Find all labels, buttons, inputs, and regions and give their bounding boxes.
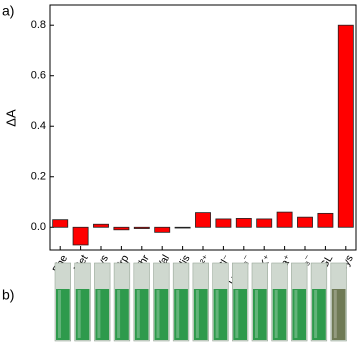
vial-highlight — [274, 290, 278, 338]
vial-liquid — [233, 289, 247, 340]
vial-liquid — [331, 289, 346, 340]
vial-highlight — [333, 290, 337, 338]
bar — [256, 218, 273, 228]
vial-liquid — [174, 289, 188, 340]
y-tick-label: 0.8 — [31, 19, 46, 31]
vial-highlight — [176, 290, 180, 338]
vial-liquid — [253, 289, 267, 340]
vial-liquid — [56, 289, 70, 340]
vial-highlight — [58, 290, 61, 338]
vial-highlight — [117, 290, 121, 338]
bar — [215, 218, 232, 228]
vial-highlight — [97, 290, 101, 338]
vial-liquid — [95, 289, 110, 340]
panel-label: b) — [2, 287, 14, 303]
bar — [276, 211, 293, 228]
bar — [297, 216, 313, 228]
bar — [317, 212, 334, 228]
bar — [52, 219, 69, 228]
bar — [235, 218, 252, 228]
vial-highlight — [294, 290, 298, 338]
bar — [174, 226, 191, 229]
y-axis-label: ΔA — [3, 109, 18, 127]
y-tick-label: 0.4 — [31, 120, 46, 132]
y-tick-label: 0.6 — [31, 70, 46, 82]
vial-liquid — [193, 289, 208, 340]
bar — [113, 226, 130, 231]
bar — [154, 226, 171, 233]
bar — [133, 226, 150, 229]
vial-liquid — [312, 289, 326, 340]
vial-liquid — [213, 289, 228, 340]
vial-highlight — [255, 290, 258, 338]
vial-highlight — [235, 290, 239, 338]
vial-highlight — [314, 290, 318, 338]
panel-label: a) — [2, 3, 14, 19]
y-tick-label: 0.0 — [31, 221, 46, 233]
bar — [337, 24, 354, 228]
vial-liquid — [292, 289, 307, 340]
bar — [72, 226, 89, 246]
vial-highlight — [215, 290, 219, 338]
vial-highlight — [77, 290, 81, 338]
vial-liquid — [75, 289, 90, 340]
vial-highlight — [136, 290, 140, 338]
vial-liquid — [115, 289, 129, 340]
vial-highlight — [195, 290, 199, 338]
vial-liquid — [154, 289, 169, 340]
vial-highlight — [156, 290, 160, 338]
vial-liquid — [134, 289, 149, 340]
bar — [93, 223, 109, 228]
y-tick-label: 0.2 — [31, 171, 46, 183]
bar — [195, 212, 211, 228]
vial-liquid — [272, 289, 287, 340]
